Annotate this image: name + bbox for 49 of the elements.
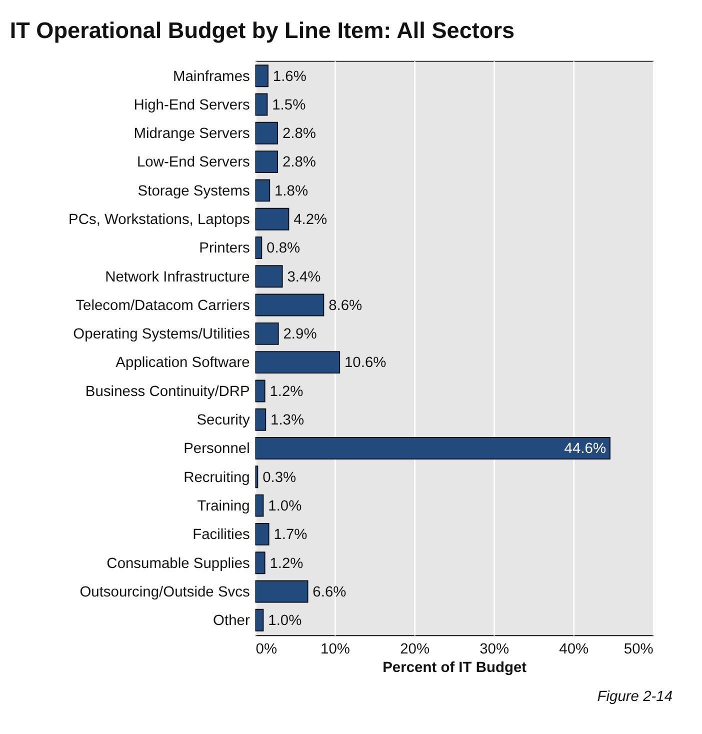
data-label: 6.6% [312,584,346,600]
y-tick-label: Business Continuity/DRP [85,384,250,400]
y-tick-label: Other [213,613,250,630]
x-tick-label: 10% [320,641,350,658]
x-tick-label: 0% [256,641,278,658]
y-tick-label: Consumable Supplies [106,556,250,572]
y-tick-label: Mainframes [172,68,250,85]
data-label: 1.7% [274,527,308,544]
y-tick-label: Training [197,498,250,514]
y-tick-label: Application Software [116,355,250,372]
y-tick-label: Storage Systems [138,183,250,200]
y-tick-label: Recruiting [184,470,250,486]
data-label: 1.8% [274,183,308,200]
data-label: 3.4% [287,269,321,286]
x-tick-label: 40% [559,641,589,658]
data-label: 2.9% [283,326,317,343]
data-label: 1.6% [272,68,306,85]
data-label: 2.8% [282,154,316,171]
data-label: 1.3% [270,412,304,429]
y-tick-label: Low-End Servers [136,154,250,171]
data-label: 0.3% [262,470,296,486]
y-tick-label: Printers [199,240,250,257]
data-label: 10.6% [344,355,386,372]
x-tick-label: 50% [624,641,654,658]
y-tick-label: Facilities [192,527,250,544]
y-tick-label: Security [196,412,251,429]
data-label: 8.6% [328,298,362,314]
data-label: 1.0% [268,613,302,630]
y-tick-label: High-End Servers [134,97,250,114]
y-tick-label: Network Infrastructure [105,269,250,286]
data-label: 0.8% [266,240,300,257]
data-label: 44.6% [564,441,606,458]
x-tick-label: 30% [480,641,510,658]
y-tick-label: Midrange Servers [134,126,250,142]
x-tick-label: 20% [400,641,430,658]
data-label: 1.5% [272,97,306,114]
y-tick-label: Telecom/Datacom Carriers [76,298,250,314]
x-axis-title: Percent of IT Budget [382,660,527,676]
y-tick-label: Outsourcing/Outside Svcs [80,584,250,600]
y-tick-label: Personnel [184,441,250,458]
data-label: 4.2% [294,212,328,228]
data-label: 1.2% [270,384,304,400]
chart-title: IT Operational Budget by Line Item: All Sectors [10,18,515,44]
caption: Figure 2-14 [597,688,673,705]
data-label: 1.2% [270,556,304,572]
data-label: 1.0% [268,498,302,514]
y-tick-label: Operating Systems/Utilities [73,326,250,343]
y-tick-label: PCs, Workstations, Laptops [68,212,250,228]
data-label: 2.8% [282,126,316,142]
